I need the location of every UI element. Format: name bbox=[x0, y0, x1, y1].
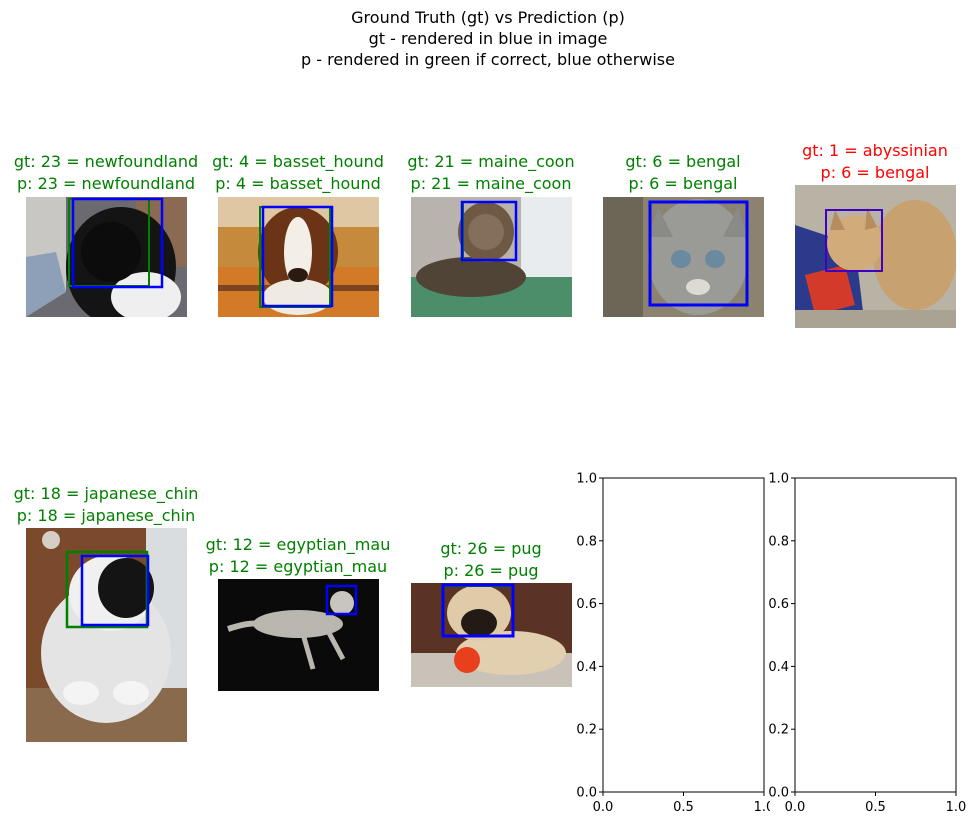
figure-title-line-3: p - rendered in green if correct, blue o… bbox=[301, 50, 675, 69]
panel-title-abyssinian: gt: 1 = abyssinian p: 6 = bengal bbox=[802, 140, 948, 184]
bbox-overlay-japanese-chin bbox=[65, 550, 150, 629]
axes-frame bbox=[602, 477, 765, 793]
empty-axes-1: 0.0 0.2 0.4 0.6 0.8 1.0 0.0 0.5 1.0 bbox=[576, 472, 770, 816]
photo-maine-coon bbox=[411, 197, 572, 317]
pred-box bbox=[649, 201, 748, 306]
pred-box bbox=[326, 585, 357, 615]
panel-title-bengal: gt: 6 = bengal p: 6 = bengal bbox=[625, 151, 740, 195]
bbox-overlay-abyssinian bbox=[825, 209, 883, 272]
gt-box bbox=[80, 554, 150, 627]
photo-bengal bbox=[603, 197, 764, 317]
panel-title-maine-coon: gt: 21 = maine_coon p: 21 = maine_coon bbox=[407, 151, 574, 195]
y-tick-label: 0.0 bbox=[768, 786, 789, 801]
panel-gt-label: gt: 26 = pug bbox=[440, 539, 542, 558]
y-tick-label: 0.6 bbox=[768, 597, 789, 612]
x-tick-label: 0.0 bbox=[593, 800, 614, 815]
panel-pred-label: p: 18 = japanese_chin bbox=[16, 506, 196, 525]
y-tick-label: 0.2 bbox=[576, 723, 597, 738]
photo-abyssinian bbox=[795, 185, 956, 328]
photo-pug bbox=[411, 583, 572, 687]
photo-japanese-chin bbox=[26, 528, 187, 742]
panel-gt-label: gt: 4 = basset_hound bbox=[212, 152, 384, 171]
bbox-overlay-maine-coon bbox=[460, 200, 518, 262]
panel-pred-label: p: 12 = egyptian_mau bbox=[208, 557, 388, 576]
figure-title-line-1: Ground Truth (gt) vs Prediction (p) bbox=[351, 8, 625, 27]
y-tick-label: 0.6 bbox=[576, 597, 597, 612]
panel-title-japanese-chin: gt: 18 = japanese_chin p: 18 = japanese_… bbox=[14, 483, 199, 527]
y-tick-label: 1.0 bbox=[768, 472, 789, 487]
x-tick-label: 0.5 bbox=[865, 800, 886, 815]
pred-box bbox=[65, 550, 149, 629]
panel-pred-label: p: 23 = newfoundland bbox=[16, 174, 196, 193]
panel-title-egyptian-mau: gt: 12 = egyptian_mau p: 12 = egyptian_m… bbox=[206, 534, 391, 578]
gt-box bbox=[261, 205, 334, 308]
empty-axes-2: 0.0 0.2 0.4 0.6 0.8 1.0 0.0 0.5 1.0 bbox=[768, 472, 967, 816]
panel-title-basset-hound: gt: 4 = basset_hound p: 4 = basset_hound bbox=[212, 151, 384, 195]
y-tick-label: 0.4 bbox=[576, 660, 597, 675]
gt-box bbox=[648, 200, 749, 307]
panel-pred-label: p: 4 = basset_hound bbox=[215, 174, 381, 193]
gt-box bbox=[441, 583, 515, 638]
panel-pred-label: p: 6 = bengal bbox=[628, 174, 738, 193]
y-tick-label: 0.8 bbox=[576, 534, 597, 549]
gt-box bbox=[460, 200, 518, 262]
x-tick-label: 1.0 bbox=[754, 800, 770, 815]
axes-frame bbox=[794, 477, 957, 793]
panel-title-pug: gt: 26 = pug p: 26 = pug bbox=[440, 538, 541, 582]
bbox-overlay-newfoundland bbox=[68, 197, 164, 289]
x-tick-label: 0.0 bbox=[785, 800, 806, 815]
x-tick-label: 0.5 bbox=[673, 800, 694, 815]
figure-title: Ground Truth (gt) vs Prediction (p) gt -… bbox=[0, 7, 976, 70]
panel-gt-label: gt: 18 = japanese_chin bbox=[13, 484, 199, 503]
panel-title-newfoundland: gt: 23 = newfoundland p: 23 = newfoundla… bbox=[14, 151, 198, 195]
y-tick-label: 0.8 bbox=[768, 534, 789, 549]
y-tick-label: 0.0 bbox=[576, 786, 597, 801]
gt-box bbox=[825, 209, 883, 272]
pred-box bbox=[68, 198, 150, 287]
photo-egyptian-mau bbox=[218, 579, 379, 691]
y-tick-label: 1.0 bbox=[576, 472, 597, 487]
bbox-overlay-pug bbox=[441, 583, 515, 638]
panel-gt-label: gt: 12 = egyptian_mau bbox=[205, 535, 391, 554]
y-tick-label: 0.4 bbox=[768, 660, 789, 675]
gt-box bbox=[325, 584, 358, 616]
x-tick-label: 1.0 bbox=[946, 800, 967, 815]
y-tick-label: 0.2 bbox=[768, 723, 789, 738]
figure-title-line-2: gt - rendered in blue in image bbox=[368, 29, 608, 48]
panel-gt-label: gt: 21 = maine_coon bbox=[407, 152, 575, 171]
bbox-overlay-bengal bbox=[648, 200, 749, 307]
pred-box bbox=[825, 209, 883, 272]
bbox-overlay-basset-hound bbox=[259, 205, 334, 308]
panel-gt-label: gt: 6 = bengal bbox=[625, 152, 741, 171]
panel-pred-label: p: 6 = bengal bbox=[820, 163, 930, 182]
panel-pred-label: p: 21 = maine_coon bbox=[410, 174, 572, 193]
panel-gt-label: gt: 1 = abyssinian bbox=[802, 141, 948, 160]
pred-box bbox=[442, 585, 514, 637]
pred-box bbox=[462, 201, 517, 261]
bbox-overlay-egyptian-mau bbox=[325, 584, 358, 616]
panel-gt-label: gt: 23 = newfoundland bbox=[13, 152, 199, 171]
panel-pred-label: p: 26 = pug bbox=[443, 561, 539, 580]
gt-box bbox=[71, 197, 164, 289]
pred-box bbox=[259, 206, 331, 308]
